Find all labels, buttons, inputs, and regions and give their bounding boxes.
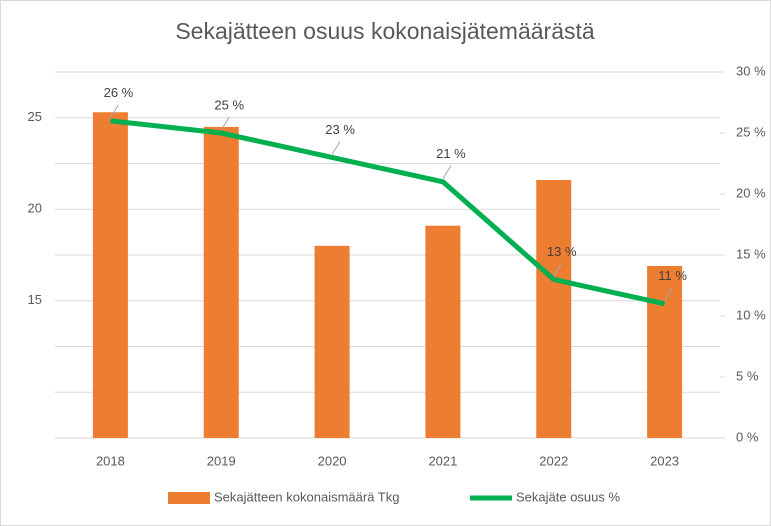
y2-tick-label: 15 % (736, 246, 766, 261)
x-tick-label: 2020 (318, 453, 347, 468)
legend-swatch (168, 492, 210, 504)
data-label: 11 % (658, 268, 687, 283)
leader-line (664, 287, 674, 302)
x-tick-label: 2023 (650, 453, 679, 468)
data-label: 25 % (214, 97, 244, 112)
leader-line (220, 116, 230, 131)
leader-line (442, 165, 452, 180)
y2-tick-label: 25 % (736, 124, 766, 139)
legend-label: Sekajäte osuus % (516, 489, 621, 504)
data-label: 23 % (325, 122, 355, 137)
data-label: 21 % (436, 146, 466, 161)
bar (647, 265, 683, 438)
bar (425, 225, 461, 438)
data-label: 13 % (547, 244, 577, 259)
bar (92, 112, 128, 438)
y-tick-label: 15 (28, 292, 42, 307)
bar (203, 126, 239, 439)
chart-title: Sekajätteen osuus kokonaisjätemäärästä (175, 18, 595, 44)
y2-tick-label: 0 % (736, 429, 759, 444)
bar (536, 179, 572, 438)
leader-line (331, 141, 341, 155)
x-tick-label: 2018 (96, 453, 125, 468)
y2-tick-label: 20 % (736, 185, 766, 200)
y2-tick-label: 30 % (736, 63, 766, 78)
bar (314, 245, 350, 438)
x-tick-label: 2019 (207, 453, 236, 468)
y-tick-label: 20 (28, 201, 42, 216)
data-label: 26 % (104, 85, 134, 100)
leader-line (109, 104, 119, 119)
y2-tick-label: 10 % (736, 307, 766, 322)
legend-label: Sekajätteen kokonaismäärä Tkg (214, 489, 399, 504)
x-tick-label: 2021 (428, 453, 457, 468)
x-tick-label: 2022 (539, 453, 568, 468)
y2-tick-label: 5 % (736, 368, 759, 383)
y-tick-label: 25 (28, 109, 42, 124)
line (110, 118, 666, 307)
leader-line (553, 263, 563, 277)
